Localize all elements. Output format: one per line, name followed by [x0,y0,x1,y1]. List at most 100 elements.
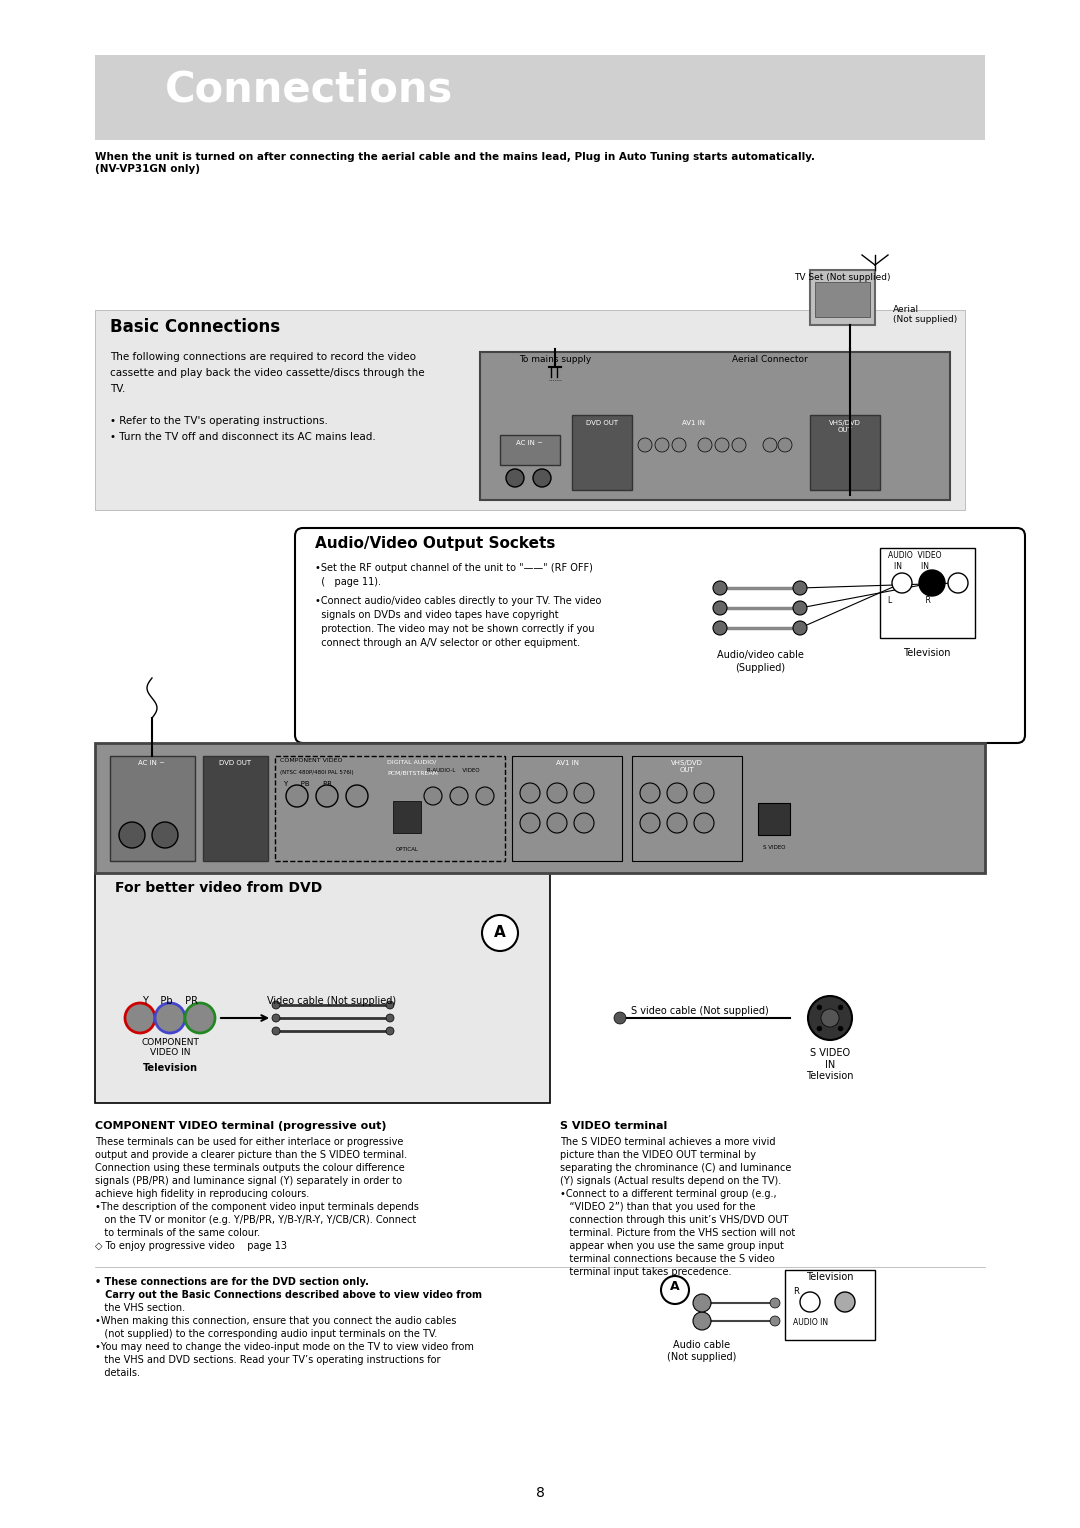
Text: signals on DVDs and video tapes have copyright: signals on DVDs and video tapes have cop… [315,610,558,620]
Text: to terminals of the same colour.: to terminals of the same colour. [95,1229,260,1238]
Circle shape [386,1015,394,1022]
Text: Television: Television [807,1271,854,1282]
Circle shape [715,439,729,452]
Bar [632,756,742,860]
Circle shape [507,469,524,487]
Circle shape [386,1027,394,1034]
Text: appear when you use the same group input: appear when you use the same group input [561,1241,784,1251]
Circle shape [654,439,669,452]
Text: details.: details. [95,1368,140,1378]
Circle shape [762,439,777,452]
Circle shape [424,787,442,805]
Text: PCM/BITSTREAM: PCM/BITSTREAM [387,770,438,775]
Text: •Connect to a different terminal group (e.g.,: •Connect to a different terminal group (… [561,1189,777,1199]
Text: AC IN ~: AC IN ~ [138,759,165,766]
Circle shape [698,439,712,452]
Text: TV.: TV. [110,384,125,394]
Bar [815,283,870,316]
Text: S VIDEO
IN
Television: S VIDEO IN Television [807,1048,854,1082]
Circle shape [713,581,727,594]
Circle shape [476,787,494,805]
Text: R-AUDIO-L    VIDEO: R-AUDIO-L VIDEO [427,769,480,773]
Circle shape [316,785,338,807]
Bar [95,872,550,1103]
Circle shape [838,1005,843,1010]
Text: AUDIO IN: AUDIO IN [793,1319,828,1326]
Circle shape [800,1293,820,1313]
Circle shape [519,813,540,833]
Text: DIGITAL AUDIO/: DIGITAL AUDIO/ [387,759,436,764]
Text: Connections: Connections [165,69,454,110]
Text: (Y) signals (Actual results depend on the TV).: (Y) signals (Actual results depend on th… [561,1177,781,1186]
Text: These terminals can be used for either interlace or progressive: These terminals can be used for either i… [95,1137,403,1148]
Text: DVD OUT: DVD OUT [219,759,251,766]
Text: Audio cable
(Not supplied): Audio cable (Not supplied) [667,1340,737,1361]
Circle shape [694,813,714,833]
Circle shape [661,1276,689,1303]
Text: AC IN ~: AC IN ~ [516,440,543,446]
Text: The S VIDEO terminal achieves a more vivid: The S VIDEO terminal achieves a more viv… [561,1137,775,1148]
Text: S video cable (Not supplied): S video cable (Not supplied) [631,1005,769,1016]
Text: •The description of the component video input terminals depends: •The description of the component video … [95,1203,419,1212]
Bar [275,756,505,860]
Text: COMPONENT VIDEO terminal (progressive out): COMPONENT VIDEO terminal (progressive ou… [95,1122,387,1131]
Text: OPTICAL: OPTICAL [395,847,418,853]
Circle shape [816,1027,822,1031]
Circle shape [156,1002,185,1033]
Text: Carry out the Basic Connections described above to view video from: Carry out the Basic Connections describe… [95,1290,482,1300]
Text: protection. The video may not be shown correctly if you: protection. The video may not be shown c… [315,623,594,634]
Text: AV1 IN: AV1 IN [681,420,704,426]
Text: signals (PB/PR) and luminance signal (Y) separately in order to: signals (PB/PR) and luminance signal (Y)… [95,1177,402,1186]
Text: Video cable (Not supplied): Video cable (Not supplied) [268,996,396,1005]
Text: AV1 IN: AV1 IN [555,759,579,766]
Circle shape [793,581,807,594]
Text: terminal input takes precedence.: terminal input takes precedence. [561,1267,731,1277]
Circle shape [838,1027,843,1031]
Text: “VIDEO 2”) than that you used for the: “VIDEO 2”) than that you used for the [561,1203,756,1212]
Text: • These connections are for the DVD section only.: • These connections are for the DVD sect… [95,1277,369,1287]
Bar [880,549,975,639]
Text: COMPONENT VIDEO: COMPONENT VIDEO [280,758,342,762]
Text: connection through this unit’s VHS/DVD OUT: connection through this unit’s VHS/DVD O… [561,1215,788,1225]
Bar [203,756,268,860]
Bar [393,801,421,833]
Circle shape [732,439,746,452]
Circle shape [892,573,912,593]
Text: Connection using these terminals outputs the colour difference: Connection using these terminals outputs… [95,1163,405,1174]
Text: separating the chrominance (C) and luminance: separating the chrominance (C) and lumin… [561,1163,792,1174]
Text: cassette and play back the video cassette/discs through the: cassette and play back the video cassett… [110,368,424,377]
Circle shape [386,1001,394,1008]
Circle shape [778,439,792,452]
Text: For better video from DVD: For better video from DVD [114,882,322,895]
Bar [95,310,966,510]
Circle shape [667,782,687,804]
Circle shape [919,570,945,596]
Circle shape [272,1015,280,1022]
Text: Y    Pb    PR: Y Pb PR [141,996,198,1005]
Circle shape [693,1294,711,1313]
Text: terminal. Picture from the VHS section will not: terminal. Picture from the VHS section w… [561,1229,795,1238]
Text: (   page 11).: ( page 11). [315,578,381,587]
Text: TV Set (Not supplied): TV Set (Not supplied) [794,274,890,283]
Circle shape [519,782,540,804]
Bar [785,1270,875,1340]
Text: Aerial Connector: Aerial Connector [732,354,808,364]
Text: S VIDEO: S VIDEO [762,845,785,850]
Circle shape [450,787,468,805]
Bar [810,416,880,490]
Text: COMPONENT
VIDEO IN: COMPONENT VIDEO IN [141,1038,199,1057]
Text: connect through an A/V selector or other equipment.: connect through an A/V selector or other… [315,639,580,648]
Circle shape [482,915,518,950]
Circle shape [119,822,145,848]
Text: the VHS and DVD sections. Read your TV’s operating instructions for: the VHS and DVD sections. Read your TV’s… [95,1355,441,1365]
Bar [512,756,622,860]
Circle shape [667,813,687,833]
Circle shape [546,782,567,804]
Text: Audio/video cable: Audio/video cable [716,649,804,660]
Circle shape [793,601,807,614]
Circle shape [546,813,567,833]
Circle shape [816,1005,822,1010]
Circle shape [808,996,852,1041]
FancyBboxPatch shape [295,529,1025,743]
Circle shape [672,439,686,452]
